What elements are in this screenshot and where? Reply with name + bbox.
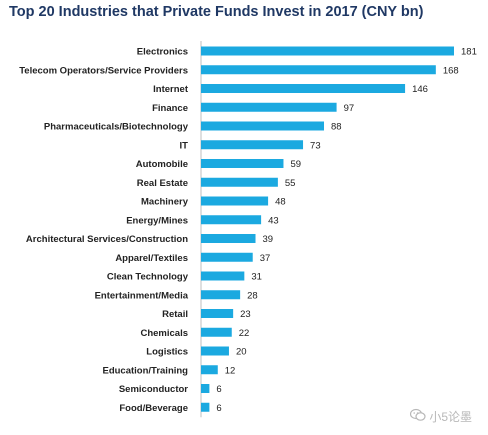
category-label: Apparel/Textiles — [115, 253, 188, 264]
data-label: 146 — [412, 84, 428, 95]
category-label: Finance — [152, 103, 188, 114]
bar — [201, 140, 304, 150]
category-label: Semiconductor — [119, 384, 188, 395]
category-label: Pharmaceuticals/Biotechnology — [44, 122, 189, 133]
category-label: Architectural Services/Construction — [26, 234, 188, 245]
data-label: 181 — [461, 47, 477, 58]
bar — [201, 309, 234, 318]
bar — [201, 65, 436, 75]
category-label: Retail — [162, 309, 188, 320]
category-label: Real Estate — [137, 178, 188, 189]
data-label: 48 — [275, 197, 286, 208]
category-label: Chemicals — [140, 328, 188, 339]
bar — [201, 402, 210, 412]
category-label: Clean Technology — [107, 272, 189, 283]
category-label: Energy/Mines — [126, 215, 188, 226]
data-label: 88 — [331, 122, 342, 133]
bar — [201, 121, 325, 131]
data-label: 168 — [443, 65, 459, 76]
bar — [201, 84, 406, 93]
data-label: 6 — [216, 384, 221, 395]
data-label: 31 — [251, 272, 262, 283]
data-label: 23 — [240, 309, 251, 320]
data-label: 28 — [247, 290, 258, 301]
category-label: Telecom Operators/Service Providers — [19, 65, 188, 76]
watermark: 小5论墨 — [410, 408, 472, 425]
bar — [201, 196, 269, 206]
wechat-icon — [410, 408, 426, 425]
watermark-text: 小5论墨 — [429, 410, 472, 424]
bar — [201, 177, 278, 187]
category-label: Food/Beverage — [119, 403, 188, 414]
bar — [201, 234, 256, 243]
category-label: Internet — [153, 84, 189, 95]
category-label: Education/Training — [102, 365, 188, 376]
bar — [201, 384, 210, 393]
bar — [201, 102, 337, 112]
data-label: 6 — [216, 403, 221, 414]
bar — [201, 290, 241, 300]
category-label: Electronics — [137, 47, 188, 58]
data-label: 59 — [290, 159, 301, 170]
category-label: Entertainment/Media — [95, 290, 189, 301]
bar — [201, 252, 253, 262]
data-label: 37 — [260, 253, 271, 264]
bar — [201, 365, 218, 375]
chart-title: Top 20 Industries that Private Funds Inv… — [9, 4, 424, 20]
data-label: 55 — [285, 178, 296, 189]
data-label: 39 — [263, 234, 274, 245]
data-label: 22 — [239, 328, 250, 339]
bar — [201, 159, 284, 168]
category-label: Automobile — [136, 159, 188, 170]
bar — [201, 46, 454, 56]
data-label: 20 — [236, 347, 247, 358]
category-label: Logistics — [146, 347, 188, 358]
category-label: IT — [180, 140, 189, 151]
data-label: 97 — [344, 103, 355, 114]
bar — [201, 327, 232, 337]
data-label: 73 — [310, 140, 321, 151]
bar — [201, 271, 245, 281]
bar — [201, 346, 229, 356]
bar — [201, 215, 262, 225]
data-label: 43 — [268, 215, 279, 226]
data-label: 12 — [225, 365, 236, 376]
category-label: Machinery — [141, 197, 189, 208]
